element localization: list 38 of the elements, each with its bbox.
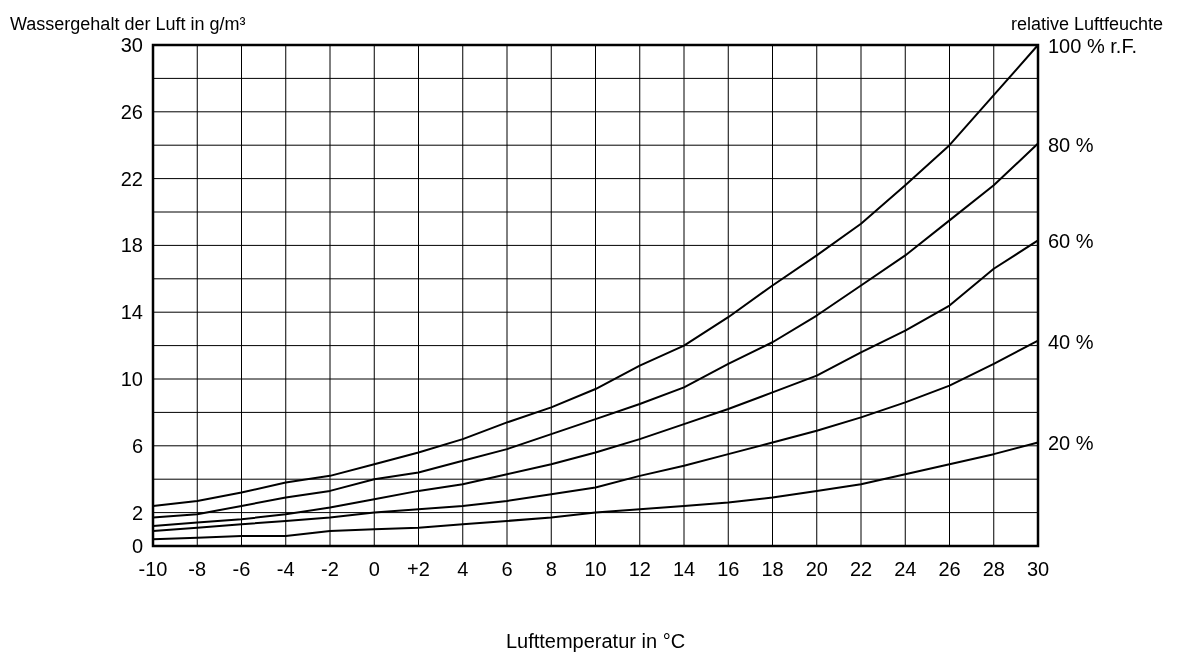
y-tick-label: 26 <box>120 100 143 123</box>
x-tick-label: +2 <box>407 558 430 580</box>
y-axis-title: Wassergehalt der Luft in g/m³ <box>10 14 246 34</box>
x-tick-label: -4 <box>276 558 295 580</box>
x-axis-title: Lufttemperatur in °C <box>505 630 686 652</box>
series-label: 20 % <box>1048 432 1094 455</box>
series-label: 60 % <box>1048 230 1094 253</box>
series-label: 40 % <box>1048 330 1094 353</box>
y-tick-label: 22 <box>120 167 143 190</box>
x-tick-label: 30 <box>1026 558 1050 580</box>
x-tick-label: 18 <box>761 558 784 580</box>
x-tick-label: 10 <box>584 558 607 580</box>
x-tick-label: 28 <box>982 558 1005 580</box>
x-tick-label: 14 <box>672 558 696 580</box>
x-tick-label: 20 <box>805 558 828 580</box>
y-tick-label: 14 <box>120 301 143 324</box>
x-tick-label: 24 <box>894 558 917 580</box>
x-tick-label: -2 <box>321 558 339 580</box>
x-tick-label: 16 <box>717 558 740 580</box>
series-label: 100 % r.F. <box>1048 35 1137 57</box>
x-tick-label: 22 <box>849 558 873 580</box>
y-tick-label: 0 <box>131 535 143 557</box>
y2-axis-title: relative Luftfeuchte <box>1010 14 1163 34</box>
x-tick-label: 0 <box>368 558 380 580</box>
x-tick-label: 6 <box>501 558 513 580</box>
y-tick-label: 30 <box>120 34 143 56</box>
x-tick-label: 8 <box>545 558 557 580</box>
x-tick-label: -8 <box>188 558 207 580</box>
y-tick-label: 2 <box>131 501 143 524</box>
x-tick-label: 4 <box>457 558 469 580</box>
x-tick-label: 26 <box>938 558 961 580</box>
x-tick-label: 12 <box>628 558 651 580</box>
y-tick-label: 18 <box>120 234 143 257</box>
x-tick-label: -10 <box>138 558 168 580</box>
x-tick-label: -6 <box>232 558 251 580</box>
y-tick-label: 10 <box>120 368 143 390</box>
y-tick-label: 6 <box>131 434 143 457</box>
series-label: 80 % <box>1048 133 1094 156</box>
